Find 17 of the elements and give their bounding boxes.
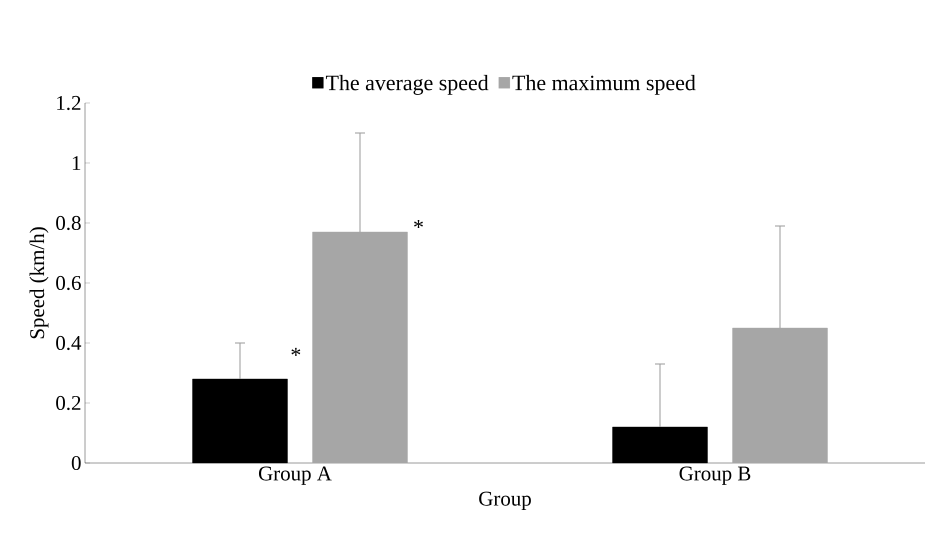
y-tick-label: 1.2 (57, 96, 80, 110)
x-axis-title: Group (479, 492, 531, 510)
bar (732, 328, 828, 464)
y-tick-label: 0 (72, 456, 81, 470)
legend-label: The average speed (326, 74, 488, 95)
y-tick-label: 0.8 (56, 216, 81, 230)
x-tick-label: Group A (258, 466, 332, 485)
legend-label: The maximum speed (512, 74, 696, 95)
x-tick-label: Group B (680, 466, 750, 485)
y-tick-label: 0.6 (56, 276, 81, 290)
bar (312, 232, 408, 464)
y-tick-label: 0.4 (56, 336, 82, 350)
y-tick-label: 0.2 (56, 396, 80, 410)
annotation: * (414, 220, 423, 228)
y-tick-label: 1 (72, 156, 80, 170)
annotation: * (291, 348, 300, 356)
y-axis-title: Speed (km/h) (30, 227, 48, 338)
